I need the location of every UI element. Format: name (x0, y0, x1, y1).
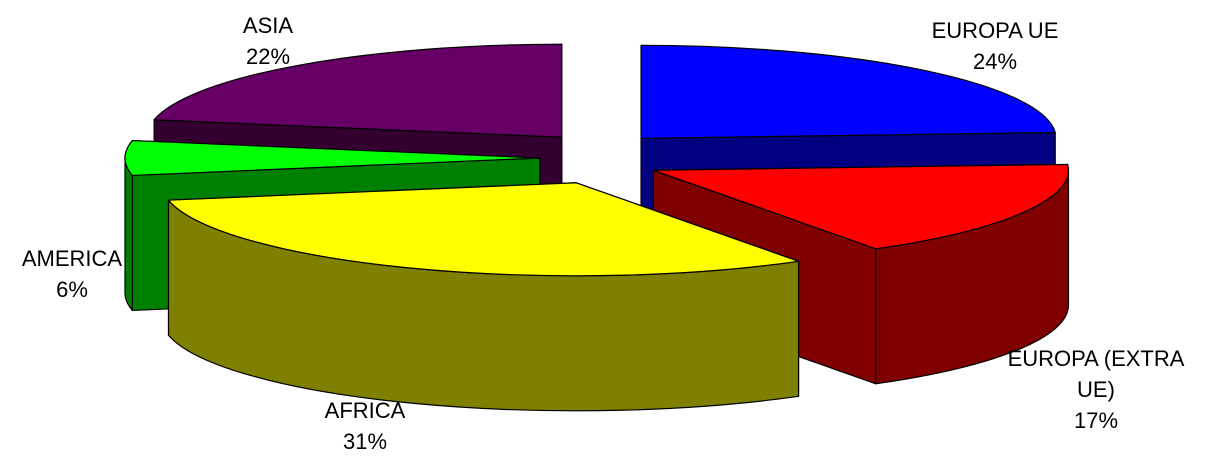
label-africa-name: AFRICA (325, 398, 406, 423)
label-europa-ue-percent: 24% (973, 49, 1017, 74)
slice-europa-extra-ue-top (652, 163, 1070, 250)
slice-asia-top (153, 43, 563, 138)
slice-america-rim (124, 157, 133, 312)
slice-europa-ue-top (640, 44, 1056, 139)
label-europa-extra-ue-name-line2: UE) (1077, 377, 1115, 402)
label-asia-name: ASIA (243, 13, 293, 38)
label-america-percent: 6% (56, 277, 88, 302)
label-america-name: AMERICA (22, 246, 123, 271)
label-europa-extra-ue-percent: 17% (1074, 408, 1118, 433)
label-europa-extra-ue-name-line1: EUROPA (EXTRA (1008, 346, 1185, 371)
label-africa-percent: 31% (343, 429, 387, 454)
label-europa-ue-name: EUROPA UE (932, 18, 1059, 43)
slice-labels: EUROPA UE 24% EUROPA (EXTRA UE) 17% AFRICA 31%… (22, 13, 1185, 454)
slice-africa-top (167, 182, 800, 277)
label-asia-percent: 22% (246, 44, 290, 69)
slice-america-top (124, 139, 541, 177)
pie-slices (124, 43, 1070, 412)
